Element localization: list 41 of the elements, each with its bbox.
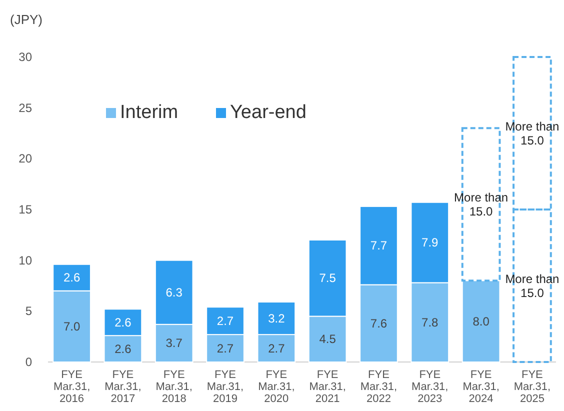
data-label: 7.5	[319, 271, 336, 286]
x-tick-label: FYE Mar.31, 2019	[206, 369, 244, 405]
data-label: 2.7	[216, 314, 234, 328]
legend-label: Interim	[120, 102, 178, 123]
data-label: 7.9	[422, 236, 439, 250]
data-label: 2.6	[114, 315, 132, 330]
data-label: 3.7	[166, 336, 183, 350]
y-tick-label: 30	[18, 50, 32, 64]
data-label: 3.2	[268, 311, 286, 326]
y-tick-label: 20	[18, 152, 32, 166]
data-label: More than 15.0	[454, 190, 508, 218]
data-label: 2.7	[216, 341, 234, 356]
data-label: 6.3	[166, 285, 183, 300]
y-tick-label: 5	[25, 304, 32, 318]
x-tick-label: FYE Mar.31, 2021	[309, 369, 346, 405]
x-tick-label: FYE Mar.31, 2023	[412, 369, 448, 405]
y-tick-label: 10	[18, 253, 32, 268]
x-tick-label: FYE Mar.31, 2022	[360, 369, 398, 405]
y-tick-label: 25	[18, 100, 32, 115]
data-label: 4.5	[319, 332, 336, 346]
y-axis-title: (JPY)	[10, 12, 42, 27]
x-tick-label: FYE Mar.31, 2017	[104, 369, 142, 405]
data-label: 2.7	[268, 341, 286, 356]
data-label: 7.8	[422, 315, 439, 330]
x-tick-label: FYE Mar.31, 2016	[53, 369, 90, 405]
x-tick-label: FYE Mar.31, 2024	[462, 369, 500, 405]
data-label: 2.6	[63, 270, 80, 285]
y-tick-label: 0	[25, 355, 32, 369]
data-label: 7.7	[370, 238, 388, 253]
data-label: 2.6	[114, 342, 132, 356]
data-label: 7.6	[370, 316, 388, 330]
x-tick-label: FYE Mar.31, 2018	[156, 369, 192, 405]
data-label: 7.0	[63, 319, 80, 334]
x-tick-label: FYE Mar.31, 2020	[258, 369, 295, 405]
bar	[462, 280, 500, 362]
data-label: 8.0	[472, 314, 490, 328]
y-tick-label: 15	[18, 202, 32, 216]
data-label: More than 15.0	[505, 119, 560, 148]
legend-label: Year-end	[230, 102, 306, 123]
data-label: More than 15.0	[505, 272, 560, 300]
x-tick-label: FYE Mar.31, 2025	[514, 369, 551, 405]
